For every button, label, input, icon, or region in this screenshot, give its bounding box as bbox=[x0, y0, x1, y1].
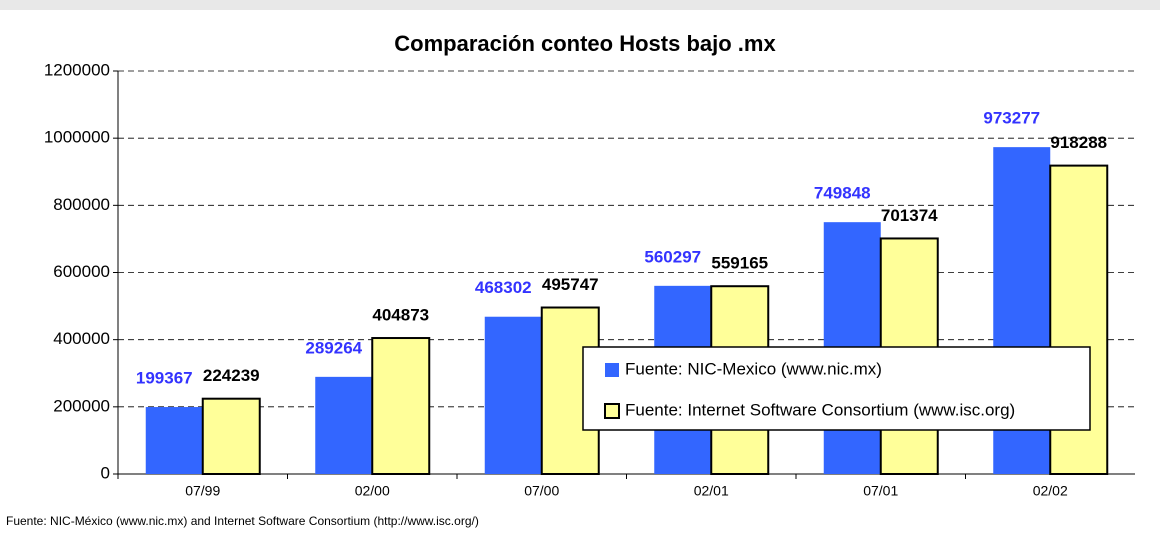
legend-swatch bbox=[604, 403, 620, 419]
legend-label: Fuente: NIC-Mexico (www.nic.mx) bbox=[625, 359, 882, 378]
x-tick-label: 07/99 bbox=[185, 483, 220, 499]
x-tick-label: 07/00 bbox=[524, 483, 559, 499]
data-label: 404873 bbox=[372, 306, 429, 325]
bar bbox=[145, 407, 203, 474]
y-tick-label: 800000 bbox=[53, 195, 110, 214]
x-tick-label: 02/02 bbox=[1033, 483, 1068, 499]
x-tick-label: 02/00 bbox=[355, 483, 390, 499]
x-tick-label: 07/01 bbox=[863, 483, 898, 499]
data-label: 701374 bbox=[881, 206, 938, 225]
data-label: 918288 bbox=[1050, 133, 1107, 152]
chart-title: Comparación conteo Hosts bajo .mx bbox=[394, 31, 776, 56]
bar bbox=[484, 316, 542, 474]
data-label: 560297 bbox=[644, 247, 701, 266]
y-tick-label: 1200000 bbox=[44, 60, 110, 79]
y-tick-label: 0 bbox=[101, 463, 110, 482]
x-tick-label: 02/01 bbox=[694, 483, 729, 499]
bar bbox=[315, 376, 373, 474]
data-label: 199367 bbox=[136, 369, 193, 388]
data-label: 559165 bbox=[711, 254, 768, 273]
legend-swatch bbox=[605, 363, 619, 377]
data-label: 495747 bbox=[542, 275, 599, 294]
data-label: 224239 bbox=[203, 366, 260, 385]
y-tick-label: 200000 bbox=[53, 396, 110, 415]
y-tick-label: 600000 bbox=[53, 262, 110, 281]
bar bbox=[371, 337, 431, 475]
legend-box bbox=[582, 346, 1091, 431]
y-tick-label: 400000 bbox=[53, 329, 110, 348]
data-label: 468302 bbox=[475, 278, 532, 297]
bar bbox=[201, 397, 261, 475]
data-label: 749848 bbox=[814, 184, 871, 203]
y-tick-label: 1000000 bbox=[44, 128, 110, 147]
data-label: 973277 bbox=[983, 109, 1040, 128]
source-note: Fuente: NIC-México (www.nic.mx) and Inte… bbox=[6, 514, 479, 528]
data-label: 289264 bbox=[305, 338, 362, 357]
legend-label: Fuente: Internet Software Consortium (ww… bbox=[625, 400, 1015, 419]
